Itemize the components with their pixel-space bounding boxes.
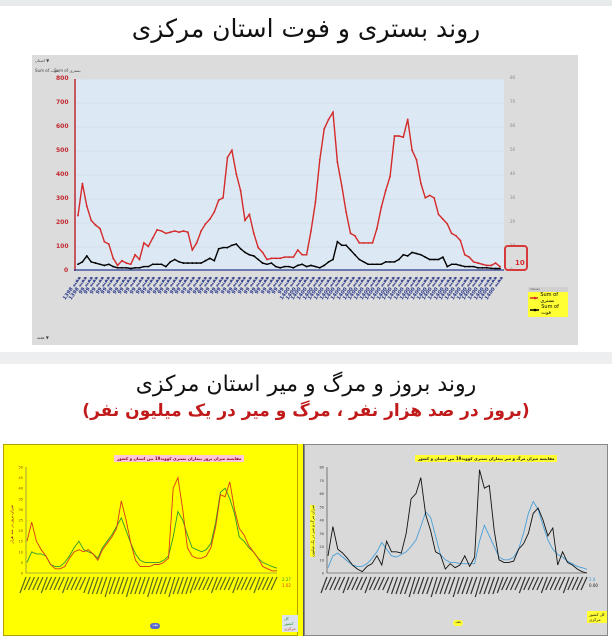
svg-text:40: 40 bbox=[19, 487, 23, 491]
end-value-country: 2.27 bbox=[282, 577, 291, 582]
svg-text:60: 60 bbox=[320, 492, 324, 496]
line-plot bbox=[74, 78, 504, 272]
pivot-field-hospitalized[interactable]: Sum of بستری bbox=[54, 68, 81, 73]
y-tick-right: 80 bbox=[510, 75, 516, 80]
legend: Values Sum of بستری Sum of فوت bbox=[528, 287, 568, 317]
y-tick: 500 bbox=[56, 147, 69, 154]
section2-subtitle: (بروز در صد هزار نفر ، مرگ و میر در یک م… bbox=[82, 401, 530, 421]
y-tick: 700 bbox=[56, 99, 69, 106]
legend-item-death[interactable]: Sum of فوت bbox=[528, 304, 568, 316]
y-tick: 600 bbox=[56, 123, 69, 130]
end-value-country: 2.8 bbox=[589, 577, 596, 582]
svg-text:70: 70 bbox=[320, 479, 324, 483]
svg-text:20: 20 bbox=[320, 545, 324, 549]
svg-text:15: 15 bbox=[19, 540, 23, 544]
svg-text:50: 50 bbox=[320, 505, 324, 509]
svg-text:5: 5 bbox=[21, 561, 23, 565]
svg-text:20: 20 bbox=[19, 529, 23, 533]
svg-text:0: 0 bbox=[21, 572, 23, 576]
svg-text:45: 45 bbox=[19, 476, 23, 480]
plot-area bbox=[74, 78, 504, 272]
pivot-filter-button[interactable]: استان ▼ bbox=[35, 58, 50, 63]
svg-text:0: 0 bbox=[322, 572, 324, 576]
y-tick-right: 50 bbox=[510, 147, 516, 152]
y-tick: 200 bbox=[56, 219, 69, 226]
y-tick-right: 30 bbox=[510, 195, 516, 200]
y-tick: 800 bbox=[56, 75, 69, 82]
y-tick: 100 bbox=[56, 243, 69, 250]
y-tick-right: 40 bbox=[510, 171, 516, 176]
y-tick-right: 70 bbox=[510, 99, 516, 104]
legend-label: Sum of بستری bbox=[540, 292, 558, 304]
mortality-chart: مقایسه میزان مرگ و میر بیماران بستری کوو… bbox=[304, 444, 608, 636]
y-tick: 300 bbox=[56, 195, 69, 202]
top-bar bbox=[0, 0, 612, 6]
yellow-strip bbox=[298, 444, 304, 636]
legend-label: Sum of فوت bbox=[541, 304, 559, 316]
legend-item-country[interactable]: کل کشور bbox=[589, 612, 605, 617]
svg-text:40: 40 bbox=[320, 519, 324, 523]
hospitalization-death-chart: استان ▼ Sum of فوت Sum of بستری 0 100 200 3… bbox=[32, 55, 578, 345]
chart-title: مقایسه میزان مرگ و میر بیماران بستری کوو… bbox=[415, 455, 558, 462]
highlight-box bbox=[504, 245, 528, 271]
end-value-province: 1.02 bbox=[282, 583, 291, 588]
legend-item-province[interactable]: مرکزی bbox=[284, 626, 296, 631]
section-divider bbox=[0, 352, 612, 364]
svg-text:30: 30 bbox=[320, 532, 324, 536]
svg-text:25: 25 bbox=[19, 519, 23, 523]
svg-text:30: 30 bbox=[19, 508, 23, 512]
legend: کل کشور مرکزی bbox=[587, 611, 607, 623]
week-filter-button[interactable]: هفته ▼ bbox=[37, 335, 49, 340]
section2-title: روند بروز و مرگ و میر استان مرکزی bbox=[135, 372, 477, 397]
legend-header: Values bbox=[528, 287, 568, 292]
legend-item-hospitalized[interactable]: Sum of بستری bbox=[528, 292, 568, 304]
legend-item-province[interactable]: مرکزی bbox=[589, 617, 601, 622]
y-tick: 400 bbox=[56, 171, 69, 178]
pivot-field-death[interactable]: Sum of فوت bbox=[35, 68, 59, 73]
end-value-province: 0.00 bbox=[589, 583, 598, 588]
legend: کل کشور مرکزی bbox=[282, 615, 298, 632]
line-plot: 0 10 20 30 40 50 60 70 80 bbox=[320, 466, 588, 598]
legend-item-country[interactable]: کل کشور bbox=[284, 616, 294, 626]
y-tick: 0 bbox=[64, 267, 69, 274]
y-tick-right: 20 bbox=[510, 219, 516, 224]
svg-text:35: 35 bbox=[19, 497, 23, 501]
x-axis-label: هفته bbox=[150, 623, 160, 629]
svg-text:10: 10 bbox=[19, 550, 23, 554]
x-axis-label: هفته bbox=[453, 620, 463, 626]
black-line-marker-icon bbox=[530, 308, 540, 312]
svg-text:10: 10 bbox=[320, 558, 324, 562]
line-plot: 0 5 10 15 20 25 30 35 40 45 50 bbox=[19, 466, 278, 598]
section1-title: روند بستری و فوت استان مرکزی bbox=[131, 14, 481, 43]
y-tick-right: 60 bbox=[510, 123, 516, 128]
svg-text:80: 80 bbox=[320, 466, 324, 470]
last-value-label: 10 bbox=[515, 259, 525, 267]
chart-title: مقایسه میزان بروز بیماران بستری کووید19 … bbox=[114, 455, 245, 462]
incidence-chart: مقایسه میزان بروز بیماران بستری کووید19 … bbox=[3, 444, 298, 636]
red-line-marker-icon bbox=[530, 296, 539, 300]
svg-text:50: 50 bbox=[19, 466, 23, 470]
